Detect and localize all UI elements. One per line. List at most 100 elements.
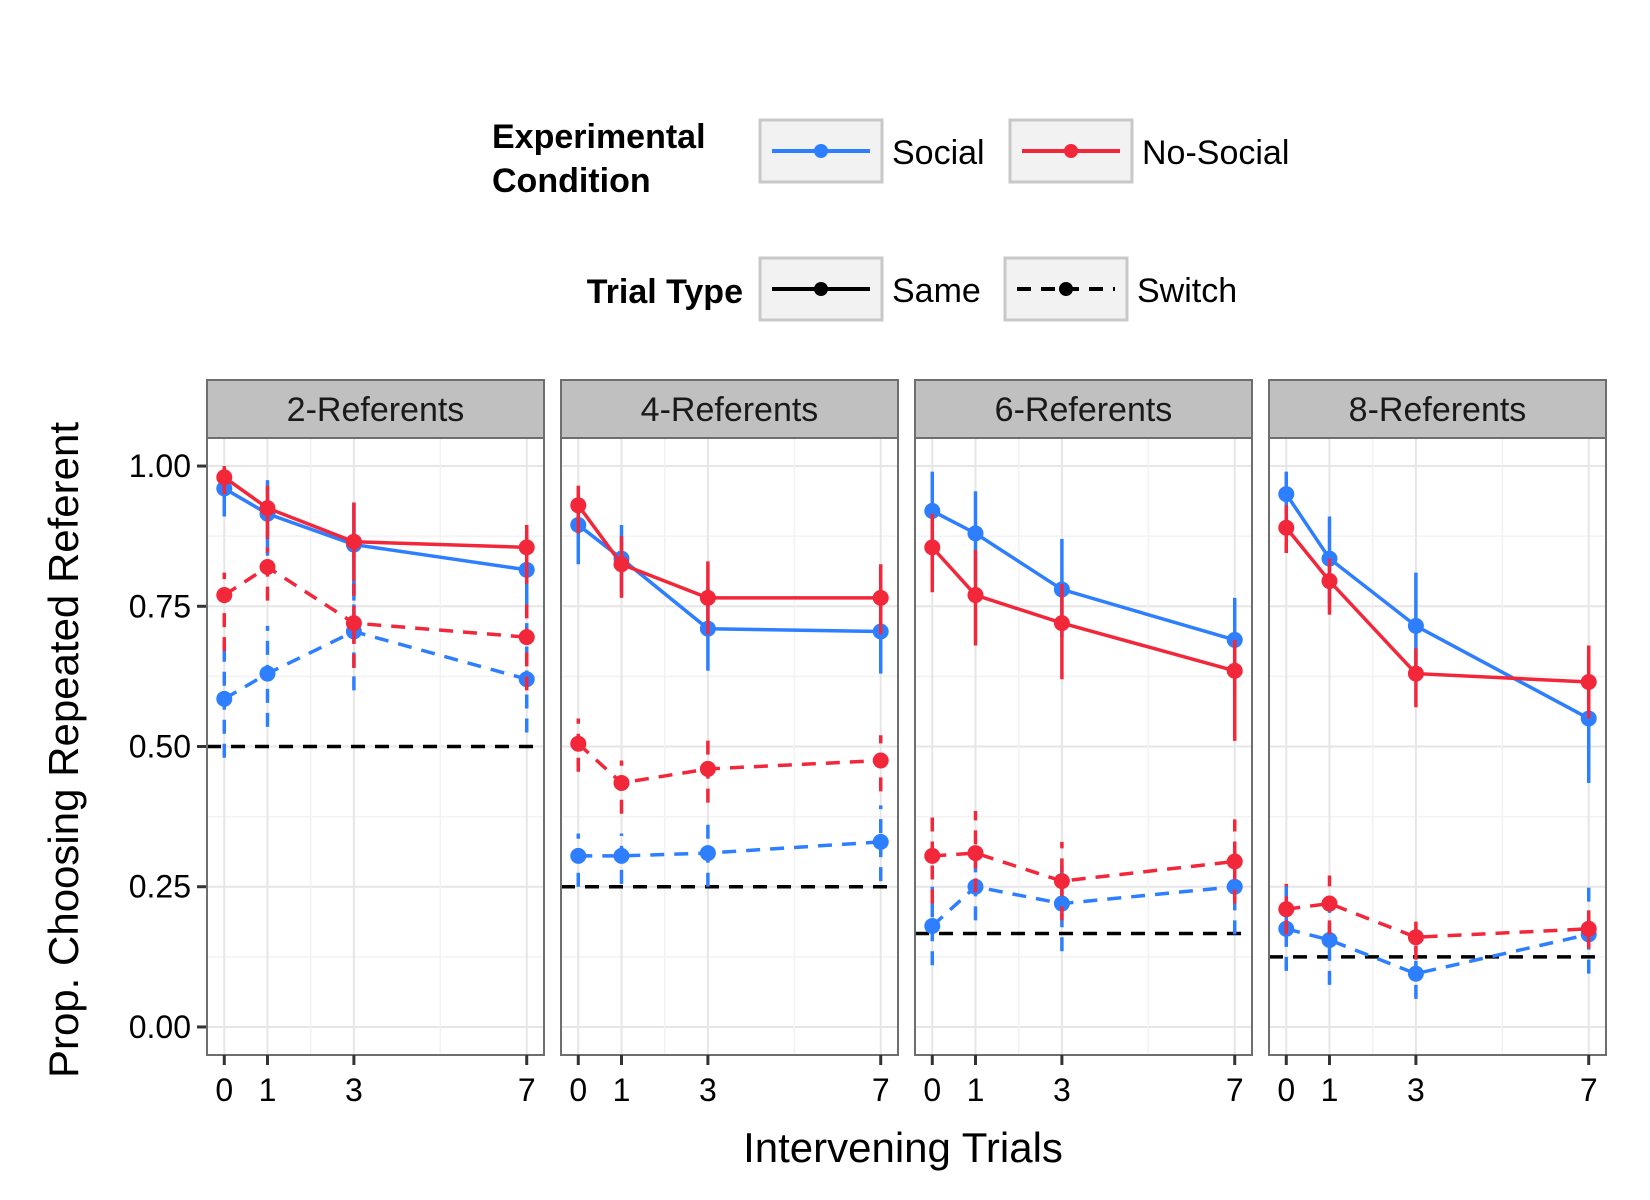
legend-label-same: Same bbox=[892, 272, 981, 310]
data-point bbox=[1226, 662, 1243, 679]
series-line bbox=[223, 486, 527, 572]
x-tick-label: 7 bbox=[872, 1072, 890, 1108]
data-point bbox=[924, 539, 941, 556]
series-no-social-switch bbox=[1278, 875, 1597, 960]
x-tick-label: 7 bbox=[518, 1072, 536, 1108]
series-line bbox=[577, 742, 881, 785]
data-point bbox=[699, 760, 716, 777]
data-point bbox=[1053, 873, 1070, 890]
panel-6-referents: 6-Referents 0 1 3 7 bbox=[914, 379, 1253, 1108]
data-point bbox=[872, 833, 889, 850]
series-no-social-same bbox=[1278, 505, 1597, 719]
x-tick-label: 3 bbox=[699, 1072, 717, 1108]
legend-label-no-social: No-Social bbox=[1142, 134, 1289, 172]
data-point bbox=[613, 774, 630, 791]
y-tick-label: 0.75 bbox=[129, 588, 191, 624]
data-point bbox=[1580, 673, 1597, 690]
data-point bbox=[967, 587, 984, 604]
x-tick-label: 3 bbox=[1407, 1072, 1425, 1108]
data-point bbox=[345, 615, 362, 632]
series-line bbox=[1284, 526, 1589, 684]
series-no-social-same bbox=[924, 513, 1243, 741]
series-line bbox=[577, 523, 881, 634]
data-point bbox=[570, 735, 587, 752]
data-point bbox=[259, 665, 276, 682]
legend-key-switch-dot bbox=[1059, 282, 1073, 296]
data-point bbox=[924, 917, 941, 934]
series-line bbox=[1285, 927, 1590, 976]
data-point bbox=[924, 847, 941, 864]
series-line bbox=[931, 884, 1235, 928]
legend-label-switch: Switch bbox=[1137, 272, 1237, 310]
data-point bbox=[1053, 615, 1070, 632]
data-point bbox=[518, 539, 535, 556]
x-tick-label: 1 bbox=[1321, 1072, 1339, 1108]
y-axis-title: Prop. Choosing Repeated Referent bbox=[40, 422, 87, 1078]
legend-key-same-dot bbox=[814, 282, 828, 296]
panel-4-referents: 4-Referents 0 1 3 7 bbox=[560, 379, 899, 1108]
series-no-social-switch bbox=[216, 547, 535, 691]
series-line bbox=[223, 475, 527, 550]
data-point bbox=[216, 469, 233, 486]
series-line bbox=[1286, 901, 1589, 939]
legend-color-title-line1: Experimental bbox=[492, 118, 706, 156]
series-line bbox=[578, 840, 881, 858]
data-point bbox=[967, 525, 984, 542]
series-social-switch bbox=[570, 805, 889, 887]
facet-strip-label: 2-Referents bbox=[287, 391, 465, 429]
x-tick-label: 3 bbox=[345, 1072, 363, 1108]
data-point bbox=[1321, 573, 1338, 590]
panel-border bbox=[560, 437, 899, 1056]
x-tick-label: 0 bbox=[1277, 1072, 1295, 1108]
data-point bbox=[924, 502, 941, 519]
data-point bbox=[613, 847, 630, 864]
legend-key-no-social-dot bbox=[1064, 144, 1078, 158]
panel-border bbox=[206, 437, 545, 1056]
data-point bbox=[259, 500, 276, 517]
x-tick-label: 1 bbox=[259, 1072, 277, 1108]
series-no-social-switch bbox=[570, 718, 889, 814]
legend-trial-type-title: Trial Type bbox=[587, 273, 743, 311]
series-line bbox=[223, 564, 527, 639]
legend-key-social-dot bbox=[814, 144, 828, 158]
x-tick-label: 0 bbox=[569, 1072, 587, 1108]
panel-8-referents: 8-Referents 0 1 3 7 bbox=[1268, 379, 1607, 1108]
panel-border bbox=[1268, 437, 1607, 1056]
series-no-social-switch bbox=[924, 811, 1243, 921]
x-tick-label: 0 bbox=[923, 1072, 941, 1108]
data-point bbox=[1321, 932, 1338, 949]
data-point bbox=[1407, 617, 1424, 634]
x-tick-label: 3 bbox=[1053, 1072, 1071, 1108]
series-no-social-same bbox=[570, 485, 889, 635]
facet-strip-label: 6-Referents bbox=[995, 391, 1173, 429]
y-tick-label: 0.25 bbox=[129, 869, 191, 905]
panel-2-referents: 2-Referents 0 1 3 7 bbox=[206, 379, 545, 1108]
data-point bbox=[872, 589, 889, 606]
panel-border bbox=[914, 437, 1253, 1056]
legend-color-title-line2: Condition bbox=[492, 162, 651, 200]
data-point bbox=[1407, 965, 1424, 982]
data-point bbox=[345, 533, 362, 550]
data-point bbox=[699, 589, 716, 606]
x-tick-label: 1 bbox=[613, 1072, 631, 1108]
data-point bbox=[216, 690, 233, 707]
y-tick-label: 1.00 bbox=[129, 448, 191, 484]
series-line bbox=[932, 851, 1235, 883]
data-point bbox=[1321, 895, 1338, 912]
y-tick-label: 0.00 bbox=[129, 1009, 191, 1045]
x-tick-label: 7 bbox=[1580, 1072, 1598, 1108]
data-point bbox=[872, 752, 889, 769]
facet-strip-label: 8-Referents bbox=[1349, 391, 1527, 429]
data-point bbox=[1278, 901, 1295, 918]
series-no-social-same bbox=[216, 466, 535, 584]
data-point bbox=[1053, 895, 1070, 912]
series-line bbox=[930, 546, 1236, 673]
facet-strip bbox=[560, 379, 899, 439]
data-point bbox=[570, 847, 587, 864]
facet-strip bbox=[914, 379, 1253, 439]
data-point bbox=[1226, 878, 1243, 895]
data-point bbox=[1278, 486, 1295, 503]
data-point bbox=[518, 629, 535, 646]
